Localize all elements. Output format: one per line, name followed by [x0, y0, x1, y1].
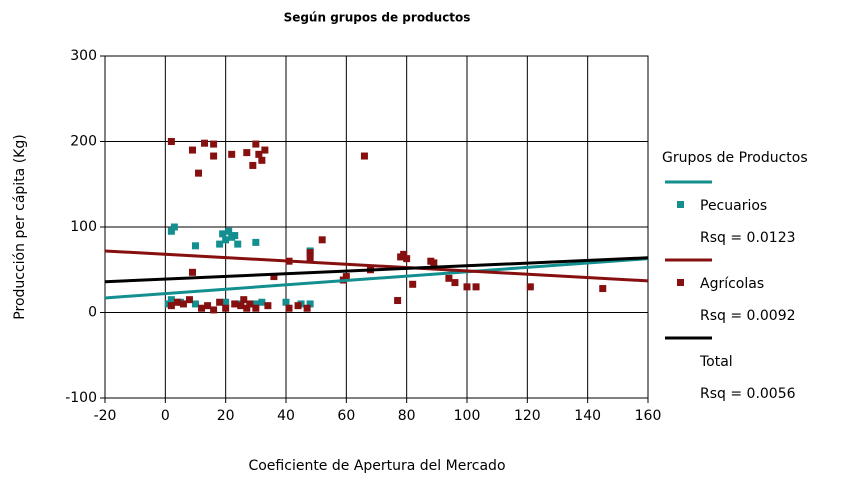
point — [195, 169, 203, 177]
point — [188, 268, 196, 276]
chart-title: Según grupos de productos — [284, 11, 471, 25]
point — [192, 242, 199, 250]
point — [252, 300, 260, 308]
point — [167, 302, 175, 310]
point — [261, 146, 269, 154]
point — [222, 304, 230, 312]
point — [225, 227, 233, 235]
point — [167, 138, 175, 145]
x-tick-label: -20 — [94, 408, 117, 424]
legend-note: Rsq = 0.0123 — [700, 230, 796, 246]
point — [228, 150, 236, 158]
point — [243, 149, 251, 157]
point — [216, 240, 224, 248]
point — [303, 304, 311, 312]
legend-label: Pecuarios — [700, 198, 767, 214]
x-tick-label: 60 — [337, 408, 355, 424]
point — [270, 273, 278, 281]
y-tick-label: 100 — [70, 219, 97, 235]
point — [170, 223, 178, 231]
point — [234, 240, 242, 248]
point — [188, 146, 196, 154]
point — [306, 249, 314, 257]
point — [204, 302, 212, 310]
y-tick-label: -100 — [65, 390, 97, 406]
x-tick-label: 140 — [574, 408, 601, 424]
legend-label: Total — [699, 354, 733, 370]
point — [210, 152, 218, 160]
point — [400, 250, 408, 258]
point — [318, 236, 326, 244]
point — [252, 238, 260, 246]
point — [173, 298, 181, 306]
x-tick-label: 20 — [217, 408, 235, 424]
point — [264, 302, 272, 310]
point — [249, 161, 257, 169]
x-tick-label: 80 — [398, 408, 416, 424]
point — [294, 302, 302, 310]
legend-title: Grupos de Productos — [662, 150, 808, 166]
y-axis-label: Producción per cápita (Kg) — [12, 134, 28, 319]
point — [252, 140, 260, 148]
point — [201, 139, 209, 147]
point — [409, 280, 417, 288]
point — [219, 230, 227, 238]
point — [252, 304, 260, 312]
point — [179, 300, 187, 308]
point — [240, 296, 248, 304]
point — [282, 298, 290, 306]
point — [231, 300, 239, 308]
point — [599, 285, 607, 293]
point — [231, 232, 239, 240]
point — [285, 304, 293, 312]
legend-marker — [677, 201, 684, 208]
point — [403, 255, 411, 263]
point — [306, 300, 314, 308]
point — [258, 156, 266, 164]
point — [306, 255, 314, 263]
point — [222, 236, 230, 244]
point — [167, 227, 175, 235]
point — [237, 302, 245, 310]
x-tick-label: 100 — [454, 408, 481, 424]
point — [210, 140, 218, 148]
point — [258, 298, 266, 306]
y-tick-label: 300 — [70, 48, 97, 64]
point — [394, 297, 402, 305]
point — [255, 150, 263, 158]
point — [198, 304, 206, 312]
point — [222, 298, 230, 306]
point — [185, 296, 193, 304]
legend-note: Rsq = 0.0056 — [700, 386, 796, 402]
point — [526, 283, 534, 291]
point — [192, 300, 199, 308]
point — [360, 152, 368, 160]
point — [463, 283, 471, 291]
legend-note: Rsq = 0.0092 — [700, 308, 796, 324]
fit-line — [104, 256, 649, 284]
point — [167, 296, 175, 304]
legend-marker — [677, 279, 684, 286]
x-tick-label: 160 — [635, 408, 662, 424]
point — [243, 304, 251, 312]
point — [451, 279, 459, 287]
x-tick-label: 0 — [161, 408, 170, 424]
x-tick-label: 120 — [514, 408, 541, 424]
legend-label: Agrícolas — [700, 276, 764, 292]
fit-line — [104, 249, 649, 283]
x-axis-label: Coeficiente de Apertura del Mercado — [248, 458, 505, 474]
point — [210, 306, 218, 314]
y-tick-label: 0 — [88, 305, 97, 321]
point — [430, 259, 438, 267]
point — [445, 274, 453, 282]
fit-line — [104, 257, 649, 300]
point — [472, 283, 480, 291]
x-tick-label: 40 — [277, 408, 295, 424]
y-tick-label: 200 — [70, 134, 97, 150]
point — [246, 300, 254, 308]
point — [216, 298, 224, 306]
